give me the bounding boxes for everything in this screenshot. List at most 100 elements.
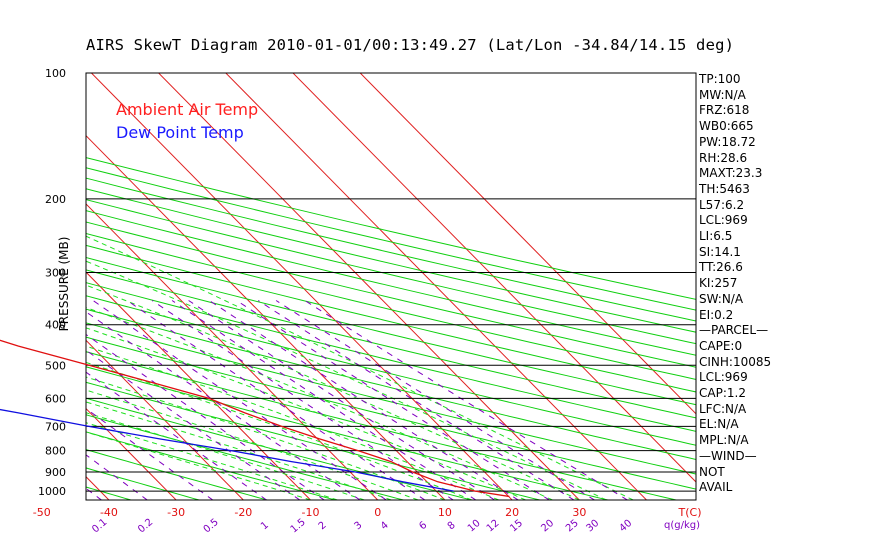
- isotherm-line: [0, 54, 50, 509]
- pressure-tick-label: 200: [45, 193, 66, 206]
- mixing-ratio-tick-label: 2: [317, 520, 329, 533]
- dry-adiabat-line: [86, 397, 474, 500]
- pressure-tick-label: 800: [45, 445, 66, 458]
- moist-adiabat-line: [86, 376, 446, 500]
- air-temp-profile: [0, 339, 510, 498]
- bottom-temp-tick-label: 30: [572, 506, 586, 519]
- index-item: MW:N/A: [699, 87, 746, 102]
- moist-adiabat-line: [86, 260, 607, 500]
- index-item: RH:28.6: [699, 150, 748, 165]
- index-item: LFC:N/A: [699, 401, 747, 416]
- index-item: TH:5463: [699, 181, 750, 196]
- moist-adiabat-line: [86, 412, 365, 500]
- index-item: AVAIL: [699, 480, 733, 495]
- isotherm-line: [86, 407, 177, 500]
- mixing-ratio-tick-label: 0.2: [136, 517, 155, 536]
- moist-adiabat-line: [86, 401, 392, 500]
- moist-adiabat-line: [86, 306, 553, 500]
- dry-adiabat-line: [86, 167, 696, 311]
- mixing-ratio-tick-label: 6: [417, 520, 429, 533]
- index-item: EI:0.2: [699, 307, 734, 322]
- mixing-ratio-tick-label: 15: [508, 518, 525, 535]
- dry-adiabat-line: [86, 449, 270, 500]
- mixing-ratio-tick-label: 20: [539, 518, 556, 535]
- mixing-ratio-line: [86, 333, 325, 500]
- pressure-tick-label: 900: [45, 466, 66, 479]
- index-item: FRZ:618: [699, 103, 750, 118]
- mixing-ratio-tick-label: 1: [259, 520, 271, 533]
- mixing-ratio-line: [86, 407, 214, 500]
- mixing-ratio-tick-label: 8: [446, 520, 458, 533]
- temp-unit-label: T(C): [678, 506, 702, 519]
- index-item: SI:14.1: [699, 244, 741, 259]
- index-item: MPL:N/A: [699, 433, 749, 448]
- isotherm-line: [292, 73, 696, 483]
- mixing-ratio-tick-label: 0.1: [90, 517, 109, 536]
- mixing-ratio-tick-label: 30: [585, 518, 602, 535]
- legend-air-temp: Ambient Air Temp: [116, 100, 259, 119]
- moist-adiabat-line: [86, 235, 634, 500]
- pressure-tick-label: 500: [45, 359, 66, 372]
- isotherm-line: [86, 135, 446, 500]
- dry-adiabat-line: [86, 177, 696, 322]
- y-axis-label: PRESSURE (MB): [57, 236, 71, 332]
- mixing-ratio-line: [275, 300, 595, 500]
- dry-adiabat-line: [86, 295, 696, 446]
- index-item: TT:26.6: [699, 260, 743, 275]
- moist-adiabat-line: [86, 327, 526, 500]
- mixing-ratio-tick-label: 1.5: [289, 517, 308, 536]
- index-item: KI:257: [699, 276, 738, 291]
- index-item: SW:N/A: [699, 291, 744, 306]
- index-item: CAPE:0: [699, 338, 743, 353]
- dry-adiabat-line: [86, 282, 696, 432]
- mixing-ratio-line: [86, 311, 361, 500]
- dry-adiabat-line: [86, 210, 696, 356]
- bottom-temp-tick-label: -40: [100, 506, 118, 519]
- mixing-ratio-line: [257, 300, 575, 500]
- isotherm-line: [157, 73, 581, 500]
- dry-adiabat-line: [86, 467, 201, 500]
- index-item: NOT: [699, 464, 725, 479]
- index-item: LCL:969: [699, 370, 748, 385]
- bottom-temp-tick-label: 0: [374, 506, 381, 519]
- pressure-tick-label: 700: [45, 420, 66, 433]
- dew-point-profile: [0, 408, 454, 492]
- mixing-ratio-tick-label: 10: [466, 518, 483, 535]
- moist-adiabat-line: [86, 345, 499, 500]
- dry-adiabat-line: [86, 431, 338, 500]
- dry-adiabat-line: [86, 414, 406, 500]
- mixing-ratio-line: [86, 454, 148, 500]
- index-item: PW:18.72: [699, 134, 756, 149]
- index-item: WB0:665: [699, 119, 754, 134]
- moist-adiabat-line: [86, 431, 311, 500]
- moist-adiabat-line: [86, 361, 472, 500]
- moist-adiabat-line: [86, 389, 419, 500]
- dry-adiabat-line: [86, 157, 696, 300]
- index-item: TP:100: [699, 72, 741, 86]
- bottom-temp-tick-label: 20: [505, 506, 519, 519]
- mixing-ratio-line: [236, 300, 550, 500]
- isotherm-line: [86, 339, 245, 500]
- mixing-ratio-tick-label: 40: [617, 518, 634, 535]
- dry-adiabat-line: [86, 351, 679, 500]
- dry-adiabat-line: [86, 188, 696, 333]
- dry-adiabat-line: [86, 233, 696, 380]
- pressure-tick-label: 1000: [38, 485, 66, 498]
- bottom-temp-tick-label: -50: [33, 506, 51, 519]
- moist-adiabat-line: [86, 284, 580, 500]
- index-item: MAXT:23.3: [699, 166, 763, 181]
- isotherm-line: [86, 203, 379, 500]
- index-item: EL:N/A: [699, 417, 739, 432]
- isotherm-line: [86, 271, 312, 500]
- dry-adiabat-line: [86, 221, 696, 368]
- pressure-tick-label: 300: [45, 267, 66, 280]
- dry-adiabat-line: [86, 366, 611, 500]
- dry-adiabat-line: [86, 336, 696, 490]
- index-item: LI:6.5: [699, 229, 733, 243]
- index-item: —PARCEL—: [699, 323, 769, 338]
- legend-dew-point: Dew Point Temp: [116, 123, 244, 142]
- index-item: CAP:1.2: [699, 386, 746, 400]
- mixing-ratio-line: [86, 349, 301, 500]
- plot-frame: [85, 72, 697, 501]
